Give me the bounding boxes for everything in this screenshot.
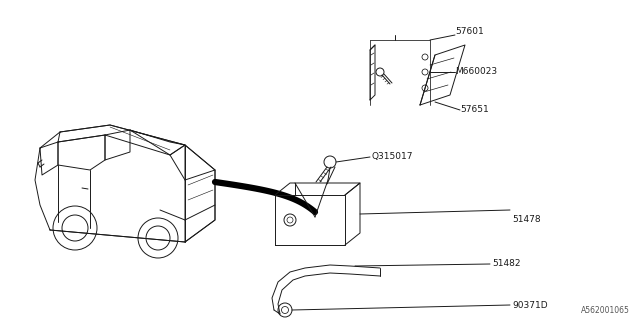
Text: 57601: 57601	[455, 28, 484, 36]
Text: 51478: 51478	[512, 215, 541, 225]
Text: 57651: 57651	[460, 106, 489, 115]
Text: Q315017: Q315017	[371, 153, 413, 162]
Text: 51482: 51482	[492, 260, 520, 268]
Text: M660023: M660023	[455, 68, 497, 76]
Text: 90371D: 90371D	[512, 300, 548, 309]
Text: A562001065: A562001065	[581, 306, 630, 315]
